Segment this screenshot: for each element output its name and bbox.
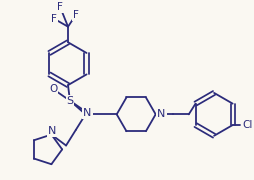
Text: O: O <box>82 107 91 117</box>
Text: F: F <box>52 14 57 24</box>
Text: Cl: Cl <box>242 120 252 130</box>
Text: N: N <box>157 109 166 119</box>
Text: N: N <box>83 108 92 118</box>
Text: F: F <box>73 10 79 20</box>
Text: F: F <box>57 2 63 12</box>
Text: O: O <box>49 84 57 94</box>
Text: N: N <box>48 126 57 136</box>
Text: S: S <box>66 96 73 106</box>
